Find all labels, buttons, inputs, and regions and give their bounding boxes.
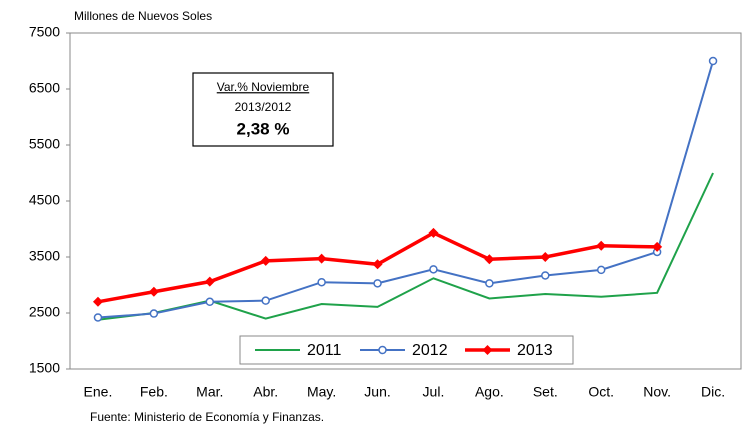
x-tick-label: Jun. xyxy=(364,384,390,400)
y-tick-label: 6500 xyxy=(29,80,60,96)
x-tick-label: Mar. xyxy=(196,384,223,400)
marker xyxy=(485,279,494,288)
x-tick-label: May. xyxy=(307,384,336,400)
marker xyxy=(540,252,551,262)
marker xyxy=(148,286,159,297)
x-tick-label: Ago. xyxy=(475,384,504,400)
marker xyxy=(260,255,271,266)
marker xyxy=(596,265,606,275)
x-tick-label: Set. xyxy=(533,384,558,400)
x-tick-label: Oct. xyxy=(588,384,614,400)
marker xyxy=(149,309,159,318)
y-tick-label: 1500 xyxy=(29,360,60,376)
annotation-title: Var.% Noviembre xyxy=(217,80,310,94)
marker xyxy=(484,254,495,265)
source: Fuente: Ministerio de Economía y Finanza… xyxy=(90,410,324,424)
marker xyxy=(205,297,215,307)
y-tick-label: 4500 xyxy=(29,192,60,208)
y-tick-label: 3500 xyxy=(29,248,60,264)
marker xyxy=(429,265,438,274)
marker xyxy=(316,253,327,264)
plot-frame xyxy=(69,32,742,370)
marker xyxy=(708,56,718,66)
marker xyxy=(92,296,103,307)
marker xyxy=(378,345,387,355)
marker xyxy=(482,345,493,355)
y-axis-label: Millones de Nuevos Soles xyxy=(74,9,212,23)
x-tick-label: Ene. xyxy=(84,384,113,400)
x-tick-label: Nov. xyxy=(643,384,671,400)
y-tick-label: 7500 xyxy=(29,24,60,40)
marker xyxy=(541,271,550,280)
marker xyxy=(428,227,439,238)
marker xyxy=(373,279,382,288)
annotation-period: 2013/2012 xyxy=(235,100,292,114)
marker xyxy=(93,313,103,322)
marker xyxy=(652,241,663,252)
legend-label: 2013 xyxy=(517,342,553,359)
x-tick-label: Abr. xyxy=(253,384,278,400)
marker xyxy=(317,277,326,287)
annotation-value: 2,38 % xyxy=(237,119,290,138)
marker xyxy=(261,296,270,305)
legend-label: 2011 xyxy=(307,342,342,359)
marker xyxy=(204,276,215,287)
marker xyxy=(596,240,607,251)
x-tick-label: Dic. xyxy=(701,384,725,400)
marker xyxy=(372,259,383,270)
x-tick-label: Jul. xyxy=(423,384,445,400)
y-tick-label: 5500 xyxy=(29,136,60,152)
series-line xyxy=(97,172,714,321)
series-line xyxy=(97,60,715,319)
legend-label: 2012 xyxy=(412,342,448,359)
y-tick-label: 2500 xyxy=(29,304,60,320)
x-tick-label: Feb. xyxy=(140,384,168,400)
annotation-box xyxy=(192,72,334,147)
